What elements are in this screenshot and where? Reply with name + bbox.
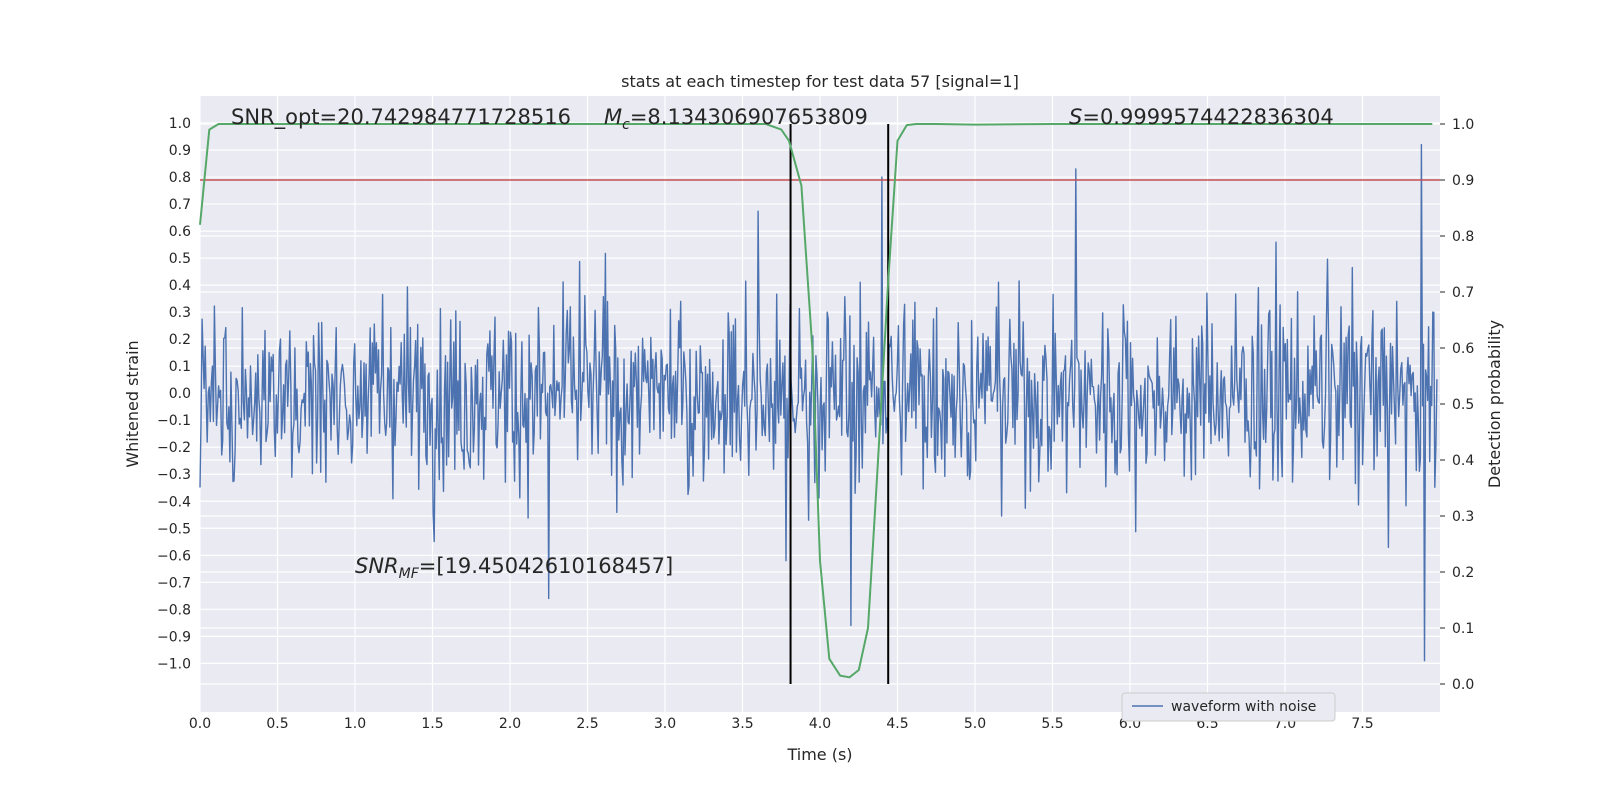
y2-tick-label: 1.0 [1452,117,1474,133]
x-tick-label: 1.5 [421,716,443,732]
y2-axis-label: Detection probability [1485,320,1504,488]
y-tick-label: −0.2 [157,440,191,456]
y-tick-label: −0.6 [157,548,191,564]
y-tick-label: −0.8 [157,602,191,618]
y-tick-label: −0.4 [157,494,191,510]
ticks: 0.0 0.5 1.0 1.5 2.0 2.5 3.0 3.5 4.0 4.5 5.0 5.5 6.0 6… [157,116,1474,732]
y-tick-label: −0.5 [157,521,191,537]
x-tick-label: 2.0 [499,716,521,732]
detection-probability-line [199,123,1433,679]
y2-tick-label: 0.8 [1452,229,1474,245]
y-tick-label: 1.0 [169,116,191,132]
y2-tick-label: 0.3 [1452,509,1474,525]
annotation-mc: Mc=8.134306907653809 [604,105,868,133]
annotation-snr-opt: SNR_opt=20.742984771728516 [231,105,571,130]
y-tick-label: 0.7 [169,197,191,213]
y2-tick-label: 0.0 [1452,677,1474,693]
y-axis-label: Whitened strain [123,340,142,467]
chart-title: stats at each timestep for test data 57 … [621,72,1019,91]
y-tick-label: −0.7 [157,575,191,591]
x-tick-label: 7.5 [1351,716,1373,732]
y-tick-label: 0.0 [169,386,191,402]
y-tick-label: 0.5 [169,251,191,267]
y-tick-label: 0.2 [169,332,191,348]
x-tick-label: 2.5 [576,716,598,732]
x-tick-label: 0.5 [266,716,288,732]
y-tick-label: 0.8 [169,170,191,186]
x-axis-label: Time (s) [786,745,852,764]
annotation-snr-mf: SNRMF=[19.45042610168457] [355,554,673,582]
annotation-s: S=0.9999574422836304 [1069,105,1334,129]
y2-tick-label: 0.5 [1452,397,1474,413]
x-tick-label: 0.0 [189,716,211,732]
x-tick-label: 5.5 [1041,716,1063,732]
y-tick-label: −1.0 [157,656,191,672]
y-tick-label: 0.4 [169,278,191,294]
x-tick-label: 4.0 [809,716,831,732]
legend-box [1121,692,1336,722]
series-layer [199,143,1438,662]
legend-entry: waveform with noise [1171,699,1316,715]
y-tick-label: 0.1 [169,359,191,375]
y-tick-label: 0.3 [169,305,191,321]
y2-tick-label: 0.9 [1452,173,1474,189]
x-tick-label: 3.5 [731,716,753,732]
x-tick-label: 4.5 [886,716,908,732]
y2-tick-label: 0.1 [1452,621,1474,637]
y-tick-label: −0.3 [157,467,191,483]
y2-tick-label: 0.6 [1452,341,1474,357]
y-tick-label: 0.6 [169,224,191,240]
y-tick-label: −0.1 [157,413,191,429]
x-tick-label: 3.0 [654,716,676,732]
x-tick-label: 5.0 [964,716,986,732]
y2-tick-label: 0.7 [1452,285,1474,301]
y-tick-label: −0.9 [157,629,191,645]
overlay-layer [199,123,1440,684]
y2-tick-label: 0.2 [1452,565,1474,581]
x-tick-label: 1.0 [344,716,366,732]
y-tick-label: 0.9 [169,143,191,159]
waveform-with-noise-line [199,143,1438,662]
y2-tick-label: 0.4 [1452,453,1474,469]
legend: waveform with noise [1121,692,1336,722]
